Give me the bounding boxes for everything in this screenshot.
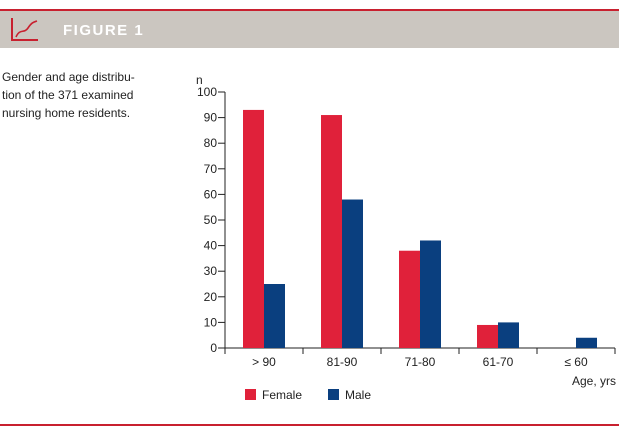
y-tick-label: 50 [204, 213, 218, 227]
x-axis-label: Age, yrs [572, 374, 616, 388]
caption-line: tion of the 371 examined [2, 88, 134, 102]
figure-header [0, 11, 619, 48]
bar-male [264, 284, 285, 348]
y-tick-label: 40 [204, 239, 218, 253]
legend-label: Female [262, 388, 302, 402]
footer-rule [0, 424, 619, 426]
legend-label: Male [345, 388, 371, 402]
x-tick-label: 61-70 [483, 355, 514, 369]
bar-female [243, 109, 264, 348]
y-tick-label: 70 [204, 162, 218, 176]
x-tick-label: 81-90 [327, 355, 358, 369]
caption-line: Gender and age distribu- [2, 70, 135, 84]
figure-title: FIGURE 1 [63, 22, 145, 39]
figure-caption: Gender and age distribu- tion of the 371… [2, 68, 162, 122]
y-axis-label: n [196, 73, 203, 87]
y-tick-label: 80 [204, 136, 218, 150]
y-tick-label: 60 [204, 187, 218, 201]
x-tick-label: 71-80 [405, 355, 436, 369]
bar-male [420, 240, 441, 348]
bar-male [498, 322, 519, 348]
caption-line: nursing home residents. [2, 106, 131, 120]
y-tick-label: 90 [204, 111, 218, 125]
y-tick-label: 30 [204, 264, 218, 278]
bar-male [342, 199, 363, 348]
legend-swatch-female [245, 389, 256, 400]
y-tick-label: 0 [210, 341, 217, 355]
line-chart-icon [11, 18, 38, 41]
legend-swatch-male [328, 389, 339, 400]
bar-male [576, 337, 597, 348]
x-tick-label: > 90 [252, 355, 276, 369]
y-tick-label: 10 [204, 315, 218, 329]
y-tick-label: 20 [204, 290, 218, 304]
bar-female [477, 324, 498, 348]
y-tick-label: 100 [197, 85, 217, 99]
bar-female [399, 250, 420, 348]
bar-female [321, 115, 342, 348]
header-top-rule [0, 9, 619, 11]
x-tick-label: ≤ 60 [564, 355, 588, 369]
